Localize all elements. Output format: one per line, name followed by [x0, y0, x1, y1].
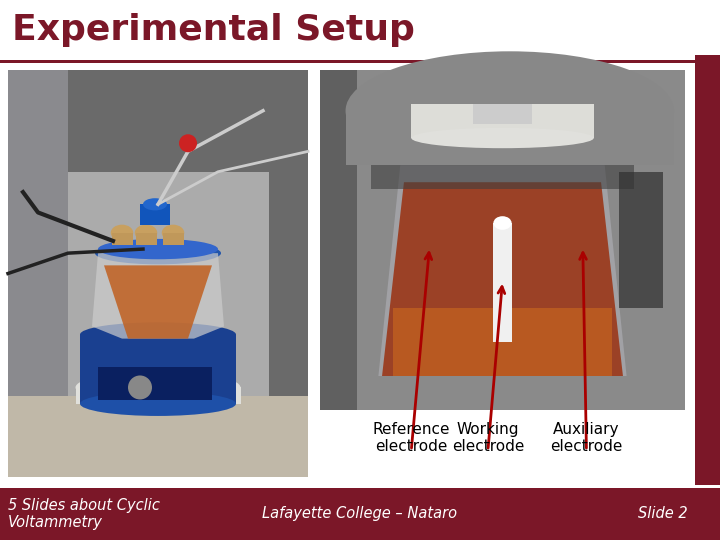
Ellipse shape — [493, 216, 512, 230]
Circle shape — [179, 134, 197, 152]
Bar — [320, 70, 356, 410]
Bar — [619, 172, 663, 308]
Ellipse shape — [80, 392, 236, 416]
Ellipse shape — [76, 371, 240, 404]
Ellipse shape — [411, 128, 594, 148]
Polygon shape — [379, 165, 626, 376]
Polygon shape — [92, 253, 224, 339]
Polygon shape — [382, 182, 623, 376]
Text: Experimental Setup: Experimental Setup — [12, 13, 415, 47]
Bar — [473, 104, 531, 124]
Bar — [0, 60, 696, 63]
Bar — [320, 70, 685, 410]
Bar — [135, 233, 156, 245]
Bar — [493, 223, 512, 342]
Bar — [8, 70, 308, 477]
Bar — [163, 233, 184, 245]
Ellipse shape — [135, 225, 157, 241]
Ellipse shape — [162, 225, 184, 241]
Text: Reference
electrode: Reference electrode — [372, 422, 450, 454]
Bar — [80, 335, 236, 404]
Bar — [8, 70, 68, 477]
Bar — [393, 308, 612, 376]
Bar — [411, 104, 594, 138]
Bar — [371, 165, 634, 189]
Bar — [112, 233, 132, 245]
Text: Lafayette College – Nataro: Lafayette College – Nataro — [262, 506, 458, 521]
Ellipse shape — [80, 322, 236, 347]
Text: Slide 2: Slide 2 — [639, 506, 688, 521]
Bar — [140, 204, 170, 225]
Bar — [346, 107, 674, 165]
Bar — [8, 396, 308, 477]
Ellipse shape — [346, 51, 674, 170]
Ellipse shape — [111, 225, 133, 241]
Bar — [695, 55, 720, 485]
Bar — [53, 172, 269, 457]
Bar — [98, 367, 212, 400]
Ellipse shape — [98, 239, 218, 259]
Text: Working
electrode: Working electrode — [451, 422, 524, 454]
Polygon shape — [104, 265, 212, 339]
Text: 5 Slides about Cyclic
Voltammetry: 5 Slides about Cyclic Voltammetry — [8, 498, 160, 530]
Ellipse shape — [95, 242, 221, 265]
Bar — [76, 388, 240, 404]
Text: Auxiliary
electrode: Auxiliary electrode — [550, 422, 623, 454]
Ellipse shape — [143, 198, 167, 211]
Circle shape — [128, 375, 152, 400]
Bar — [0, 488, 720, 540]
